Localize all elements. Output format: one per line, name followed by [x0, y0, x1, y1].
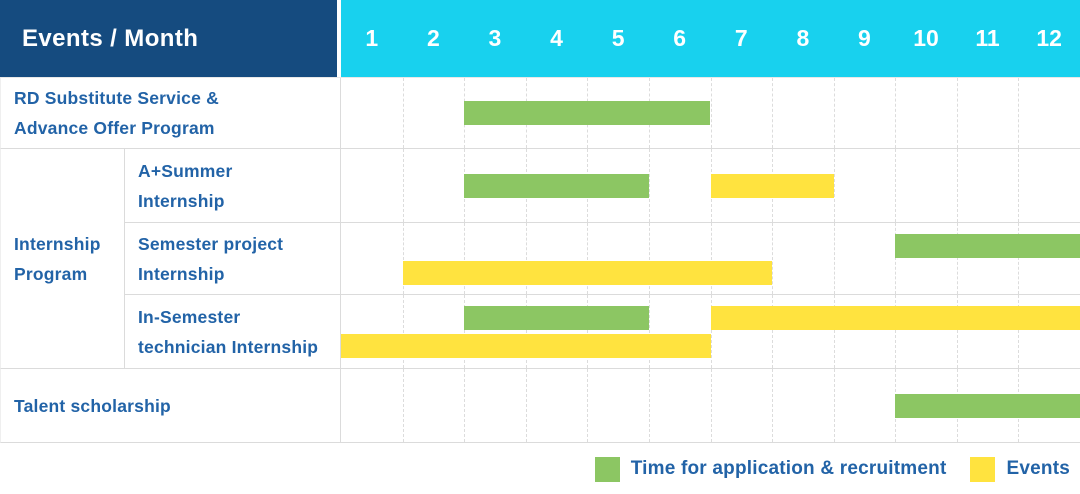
month-label-6: 6 [673, 25, 687, 51]
month-label-3: 3 [488, 25, 502, 51]
month-gridline [956, 223, 958, 294]
row-label: RD Substitute Service & Advance Offer Pro… [0, 78, 341, 149]
legend-swatch-green [594, 456, 620, 482]
month-gridline [525, 369, 527, 442]
month-gridline [402, 295, 404, 368]
month-gridline [710, 295, 712, 368]
month-gridline [710, 78, 712, 148]
month-gridline [833, 369, 835, 442]
gantt-bar-green [464, 101, 711, 125]
month-gridline [833, 223, 835, 294]
month-gridline [587, 295, 589, 368]
month-gridline [833, 295, 835, 368]
month-label-8: 8 [796, 25, 810, 51]
legend-label: Time for application & recruitment [630, 458, 947, 479]
month-gridline [1018, 223, 1020, 294]
month-gridline [710, 223, 712, 294]
legend-item: Time for application & recruitment [594, 456, 947, 482]
chart-row [341, 223, 1080, 295]
month-gridline [895, 295, 897, 368]
legend-item: Events [970, 456, 1070, 482]
months-header: 1 2 3 4 5 6 7 8 9 10 11 12 [341, 0, 1080, 77]
month-gridline [525, 223, 527, 294]
month-gridline [464, 223, 466, 294]
month-label-9: 9 [858, 25, 871, 51]
month-gridline [772, 78, 774, 148]
label-line: Internship [14, 233, 101, 254]
gantt-bar-green [895, 233, 1080, 258]
gantt-bar-yellow [710, 173, 834, 198]
label-line: Advance Offer Program [14, 118, 215, 138]
month-label-4: 4 [550, 25, 563, 51]
month-label-2: 2 [426, 25, 440, 51]
month-label-1: 1 [365, 25, 379, 51]
chart-row [341, 149, 1080, 223]
month-gridline [648, 369, 650, 442]
month-gridline [956, 78, 958, 148]
label-line: technician Internship [138, 336, 319, 357]
month-gridline [772, 369, 774, 442]
month-gridline [525, 295, 527, 368]
month-gridline [956, 295, 958, 368]
label-line: A+Summer [138, 160, 233, 181]
label-line: Internship [138, 190, 225, 211]
month-gridline [648, 295, 650, 368]
month-gridline [833, 149, 835, 222]
events-month-header-cell: Events / Month [0, 0, 341, 77]
month-gridline [402, 78, 404, 148]
label-line: In-Semester [138, 306, 241, 327]
gantt-bar-yellow [710, 305, 1080, 330]
month-gridline [648, 223, 650, 294]
gantt-body: RD Substitute Service & Advance Offer Pro… [0, 77, 1080, 443]
sub-row-label: Semester project Internship [125, 223, 341, 295]
row-label: Talent scholarship [0, 369, 341, 443]
chart-row [341, 295, 1080, 369]
month-gridline [956, 149, 958, 222]
month-gridline [772, 223, 774, 294]
month-gridline [402, 149, 404, 222]
month-gridline [895, 223, 897, 294]
month-gridline [402, 223, 404, 294]
legend-swatch-yellow [970, 456, 996, 482]
month-gridline [1018, 295, 1020, 368]
month-label-7: 7 [734, 25, 748, 51]
month-gridline [772, 295, 774, 368]
month-gridline [710, 369, 712, 442]
label-line: RD Substitute Service & [14, 88, 219, 108]
legend: Time for application & recruitment Events [0, 443, 1080, 494]
month-label-11: 11 [975, 25, 1000, 51]
label-line: Program [14, 263, 88, 284]
month-gridline [1018, 78, 1020, 148]
month-gridline [833, 78, 835, 148]
chart-row [341, 369, 1080, 443]
group-label: Internship Program [0, 149, 125, 369]
table-header: Events / Month 1 2 3 4 5 6 7 8 9 10 11 12 [0, 0, 1080, 77]
month-gridline [1018, 149, 1020, 222]
label-line: Internship [138, 263, 225, 284]
gantt-bar-green [464, 173, 649, 198]
month-label-5: 5 [611, 25, 625, 51]
month-gridline [648, 149, 650, 222]
month-gridline [587, 223, 589, 294]
label-line: Talent scholarship [14, 395, 171, 416]
sub-row-label: A+Summer Internship [125, 149, 341, 223]
gantt-bar-yellow [341, 334, 711, 359]
month-gridline [895, 78, 897, 148]
month-gridline [464, 369, 466, 442]
page-title: Events / Month [22, 24, 199, 52]
label-line: Semester project [138, 233, 284, 254]
legend-label: Events [1006, 458, 1070, 479]
month-gridline [402, 369, 404, 442]
gantt-bar-green [464, 305, 649, 330]
month-gridline [895, 149, 897, 222]
chart-row [341, 78, 1080, 149]
month-label-12: 12 [1036, 25, 1062, 51]
month-gridline [464, 295, 466, 368]
gantt-bar-green [895, 393, 1080, 418]
gantt-bar-yellow [402, 261, 773, 286]
sub-row-label: In-Semester technician Internship [125, 295, 341, 369]
month-gridline [587, 369, 589, 442]
month-label-10: 10 [913, 25, 939, 51]
